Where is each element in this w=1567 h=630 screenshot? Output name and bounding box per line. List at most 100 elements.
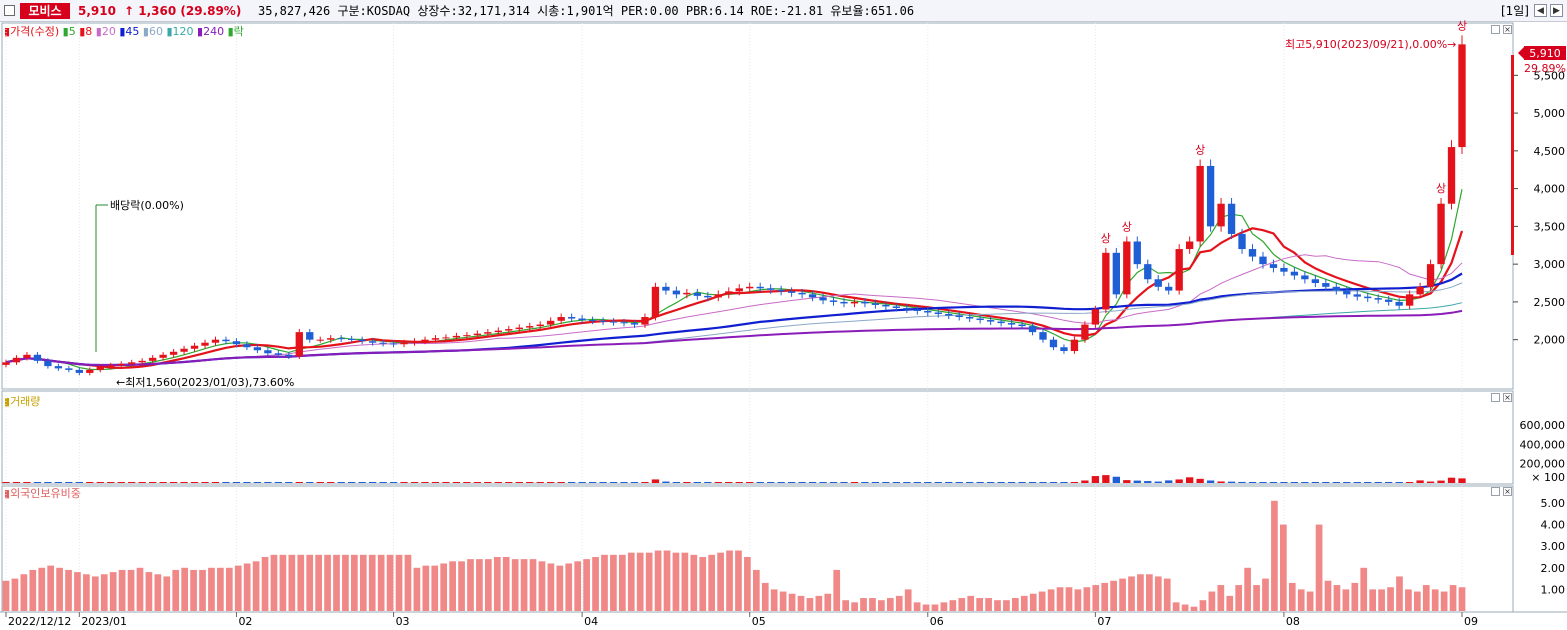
candle-body[interactable] <box>1301 275 1309 280</box>
foreign-ratio-bar[interactable] <box>467 559 474 611</box>
volume-bar[interactable] <box>955 482 963 483</box>
volume-bar[interactable] <box>620 482 628 483</box>
candle-body[interactable] <box>1322 283 1330 287</box>
candle-body[interactable] <box>1081 324 1089 340</box>
volume-bar[interactable] <box>138 482 146 483</box>
foreign-ratio-bar[interactable] <box>1396 576 1403 611</box>
volume-bar[interactable] <box>840 482 848 483</box>
foreign-ratio-bar[interactable] <box>770 589 778 611</box>
candle-body[interactable] <box>924 310 932 313</box>
volume-bar[interactable] <box>86 482 94 483</box>
volume-bar[interactable] <box>1395 482 1403 483</box>
volume-bar[interactable] <box>672 482 681 483</box>
volume-bar[interactable] <box>1185 477 1194 483</box>
foreign-ratio-bar[interactable] <box>1297 589 1305 611</box>
volume-bar[interactable] <box>473 482 482 483</box>
legend-ma-45[interactable]: 45 <box>125 25 140 38</box>
scroll-right-icon[interactable]: ▶ <box>1550 4 1563 17</box>
foreign-ratio-bar[interactable] <box>404 554 412 611</box>
candle-body[interactable] <box>54 366 63 369</box>
volume-bar[interactable] <box>1091 476 1100 483</box>
foreign-ratio-bar[interactable] <box>1458 587 1466 611</box>
foreign-ratio-bar[interactable] <box>869 598 876 611</box>
foreign-ratio-bar[interactable] <box>11 578 19 611</box>
candle-body[interactable] <box>65 368 73 370</box>
foreign-ratio-bar[interactable] <box>56 567 63 611</box>
candle-body[interactable] <box>1426 264 1435 287</box>
volume-bar[interactable] <box>766 482 775 483</box>
foreign-ratio-bar[interactable] <box>413 567 421 611</box>
volume-bar[interactable] <box>651 479 660 483</box>
candle-body[interactable] <box>222 339 230 342</box>
candle-body[interactable] <box>1165 286 1173 291</box>
foreign-ratio-bar[interactable] <box>234 565 242 611</box>
candle-body[interactable] <box>232 341 241 345</box>
foreign-ratio-bar[interactable] <box>377 554 385 611</box>
foreign-ratio-bar[interactable] <box>717 552 724 611</box>
volume-bar[interactable] <box>264 482 272 483</box>
foreign-ratio-bar[interactable] <box>538 561 546 611</box>
foreign-ratio-bar[interactable] <box>985 598 992 611</box>
volume-bar[interactable] <box>243 482 251 483</box>
candle-body[interactable] <box>683 292 691 295</box>
foreign-ratio-bar[interactable] <box>502 556 510 611</box>
volume-bar[interactable] <box>567 482 576 483</box>
scroll-left-icon[interactable]: ◀ <box>1534 4 1547 17</box>
volume-bar[interactable] <box>1311 482 1320 483</box>
select-checkbox[interactable] <box>4 5 15 16</box>
foreign-ratio-bar[interactable] <box>1360 567 1368 611</box>
volume-bar[interactable] <box>746 482 754 483</box>
candle-body[interactable] <box>23 354 31 358</box>
candle-body[interactable] <box>536 324 544 327</box>
candle-body[interactable] <box>1185 241 1194 250</box>
volume-bar[interactable] <box>526 482 534 483</box>
volume-bar[interactable] <box>431 482 440 483</box>
foreign-ratio-bar[interactable] <box>806 598 814 611</box>
candle-body[interactable] <box>588 320 597 322</box>
candle-body[interactable] <box>1311 279 1320 284</box>
candle-body[interactable] <box>1196 165 1204 242</box>
foreign-ratio-bar[interactable] <box>1271 500 1278 611</box>
candle-body[interactable] <box>264 350 272 354</box>
candle-body[interactable] <box>1154 279 1162 287</box>
volume-bar[interactable] <box>33 482 42 483</box>
candle-body[interactable] <box>1447 147 1456 204</box>
foreign-ratio-bar[interactable] <box>208 567 215 611</box>
candle-body[interactable] <box>567 317 576 319</box>
foreign-ratio-bar[interactable] <box>1056 587 1064 611</box>
candle-body[interactable] <box>368 341 377 343</box>
foreign-ratio-bar[interactable] <box>1038 591 1046 611</box>
volume-bar[interactable] <box>12 482 21 483</box>
candle-body[interactable] <box>431 338 440 340</box>
candle-body[interactable] <box>934 312 942 314</box>
foreign-ratio-bar[interactable] <box>1378 589 1385 611</box>
foreign-ratio-bar[interactable] <box>976 598 983 611</box>
foreign-ratio-bar[interactable] <box>752 569 760 611</box>
foreign-ratio-bar[interactable] <box>1065 587 1073 611</box>
foreign-ratio-bar[interactable] <box>1020 595 1028 611</box>
candle-body[interactable] <box>1102 252 1110 310</box>
volume-bar[interactable] <box>725 482 733 483</box>
volume-bar[interactable] <box>190 482 199 483</box>
volume-bar[interactable] <box>285 482 293 483</box>
volume-bar[interactable] <box>1259 482 1267 483</box>
foreign-ratio-bar[interactable] <box>270 554 278 611</box>
volume-bar[interactable] <box>976 482 984 483</box>
panel-close-icon[interactable]: × <box>1503 487 1512 496</box>
foreign-ratio-bar[interactable] <box>1110 580 1117 611</box>
foreign-ratio-bar[interactable] <box>1280 524 1287 611</box>
volume-bar[interactable] <box>986 482 995 483</box>
candle-body[interactable] <box>1028 326 1037 333</box>
candle-body[interactable] <box>819 297 827 301</box>
volume-bar[interactable] <box>1280 482 1288 483</box>
volume-bar[interactable] <box>2 482 10 483</box>
candle-body[interactable] <box>1112 252 1120 295</box>
foreign-ratio-bar[interactable] <box>1163 578 1171 611</box>
volume-bar[interactable] <box>714 482 722 483</box>
foreign-ratio-bar[interactable] <box>904 589 912 611</box>
foreign-ratio-bar[interactable] <box>842 600 850 611</box>
candle-body[interactable] <box>1437 203 1445 265</box>
candle-body[interactable] <box>1290 271 1299 276</box>
volume-bar[interactable] <box>945 482 953 483</box>
volume-bar[interactable] <box>358 482 366 483</box>
